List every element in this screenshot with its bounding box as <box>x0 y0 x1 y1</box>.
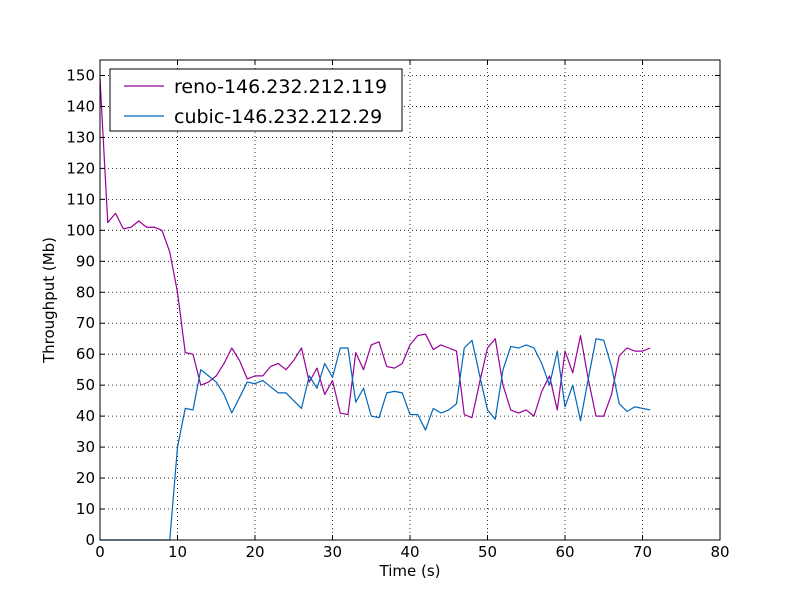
legend-label-reno: reno-146.232.212.119 <box>174 76 387 98</box>
x-axis-label: Time (s) <box>379 562 441 580</box>
tick-layer: 0 10 20 30 40 50 60 70 80 0 10 20 30 40 50 60 70 80 90 100 1… <box>66 60 730 561</box>
grid-layer <box>100 60 720 540</box>
series-layer <box>99 78 651 541</box>
x-tick-label: 60 <box>555 543 574 561</box>
y-tick-label: 0 <box>85 531 95 549</box>
x-tick-label: 30 <box>323 543 342 561</box>
y-tick-label: 90 <box>76 252 95 270</box>
y-tick-label: 100 <box>66 221 95 239</box>
x-tick-label: 70 <box>633 543 652 561</box>
y-tick-label: 110 <box>66 190 95 208</box>
y-tick-label: 120 <box>66 159 95 177</box>
x-tick-label: 10 <box>168 543 187 561</box>
legend-label-cubic: cubic-146.232.212.29 <box>174 106 382 128</box>
legend-box <box>109 68 403 132</box>
y-tick-label: 60 <box>76 345 95 363</box>
y-axis-label: Throughput (Mb) <box>40 237 58 364</box>
y-tick-label: 30 <box>76 438 95 456</box>
series-line-cubic <box>100 338 651 541</box>
y-tick-label: 130 <box>66 128 95 146</box>
y-tick-label: 140 <box>66 97 95 115</box>
y-tick-label: 70 <box>76 314 95 332</box>
x-tick-label: 40 <box>400 543 419 561</box>
y-tick-label: 20 <box>76 469 95 487</box>
x-tick-label: 20 <box>245 543 264 561</box>
x-tick-label: 0 <box>95 543 105 561</box>
x-tick-label: 50 <box>478 543 497 561</box>
y-tick-label: 10 <box>76 500 95 518</box>
y-tick-label: 50 <box>76 376 95 394</box>
legend: reno-146.232.212.119 cubic-146.232.212.2… <box>109 68 403 132</box>
y-tick-label: 80 <box>76 283 95 301</box>
series-line-reno <box>99 78 651 419</box>
y-tick-label: 150 <box>66 66 95 84</box>
y-tick-label: 40 <box>76 407 95 425</box>
x-tick-label: 80 <box>710 543 729 561</box>
